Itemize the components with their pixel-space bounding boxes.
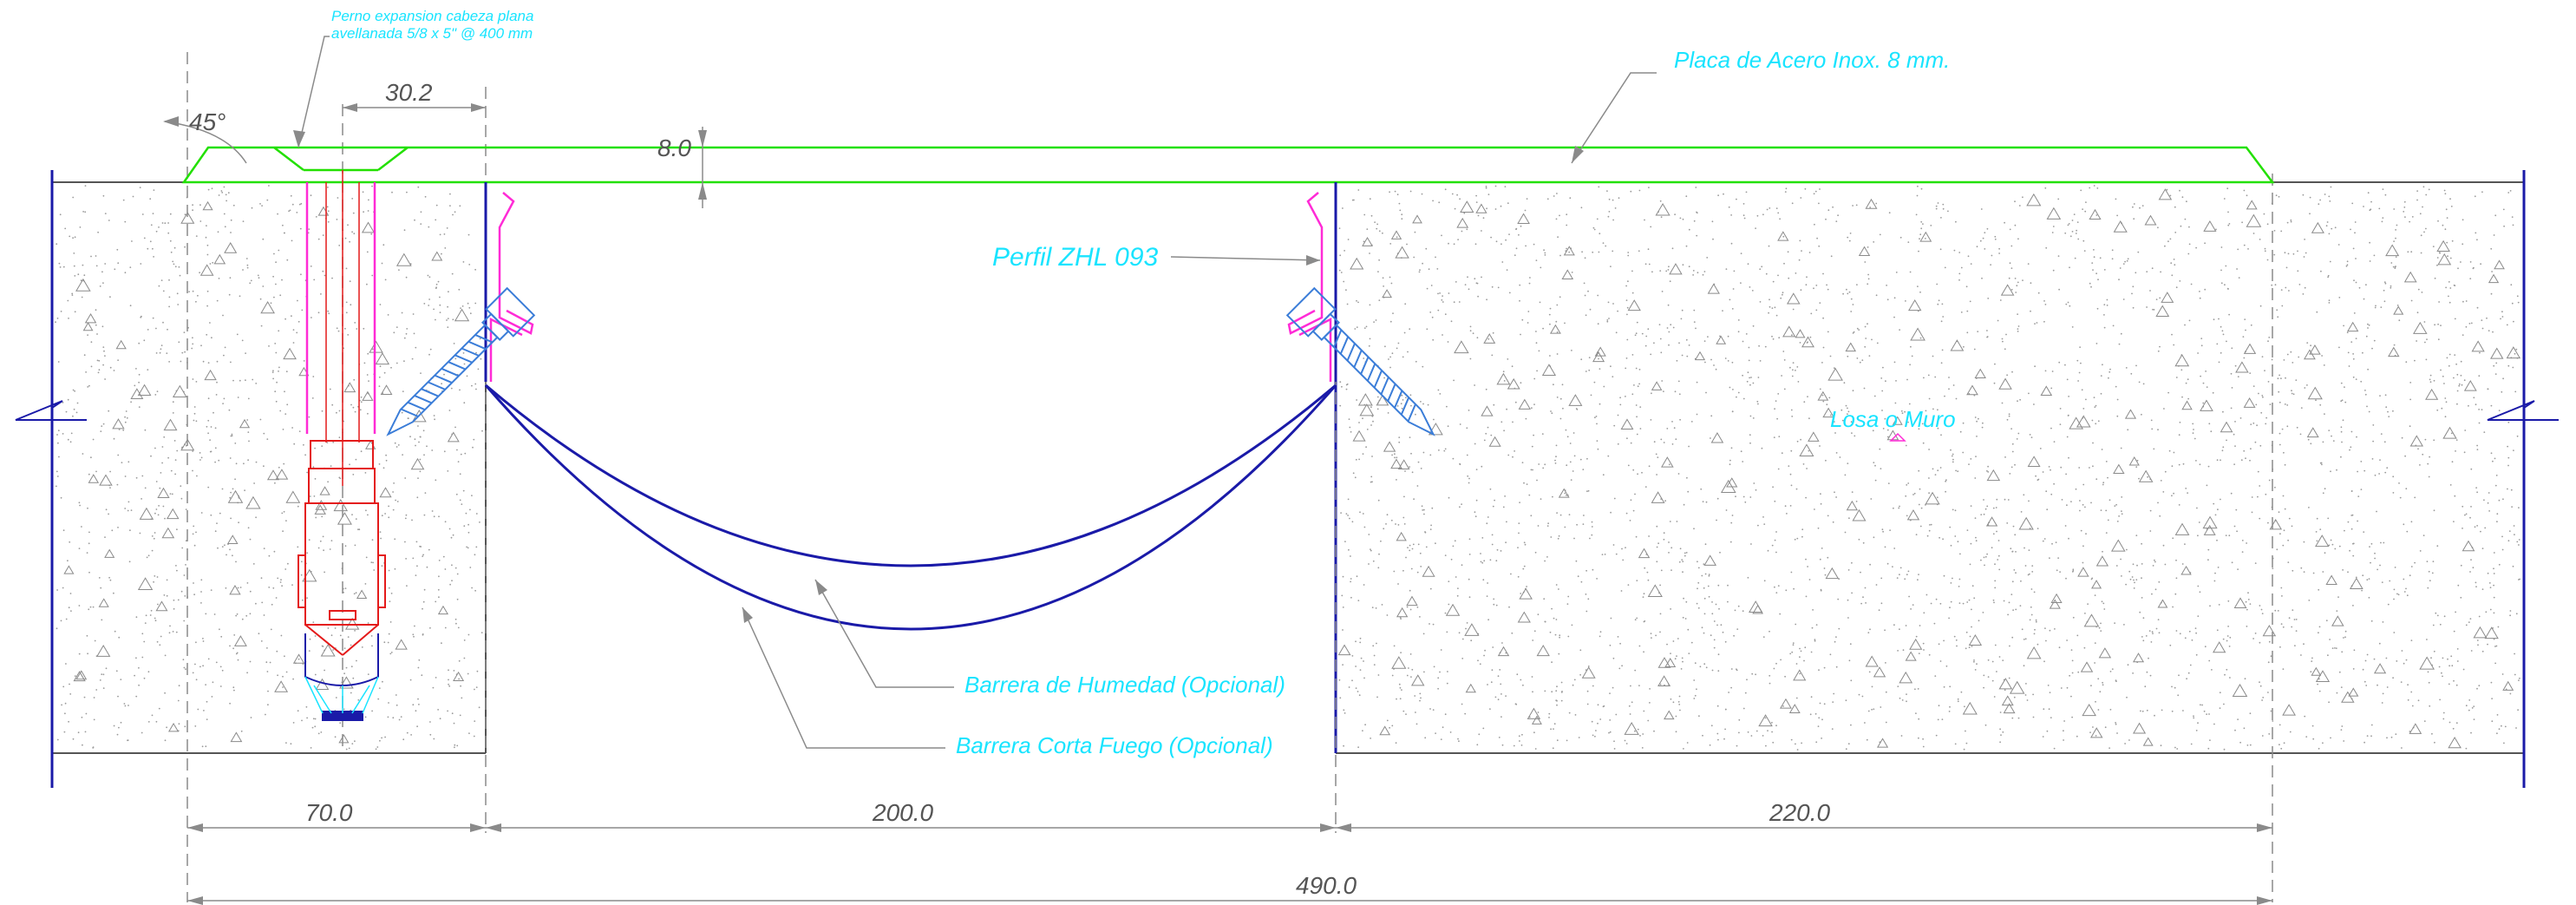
- bolt-offset-dimension: 30.2: [385, 79, 433, 106]
- moisture-barrier-label: Barrera de Humedad (Opcional): [964, 672, 1285, 698]
- dimension-lines: [164, 107, 2272, 902]
- anchor-bolt: [297, 170, 386, 721]
- right-edge-dimension: 220.0: [1769, 799, 1830, 826]
- profile-label: Perfil ZHL 093: [992, 243, 1159, 272]
- left-edge-dimension: 70.0: [305, 799, 353, 826]
- moisture-barrier: [485, 384, 1337, 567]
- plate-thickness-dimension: 8.0: [657, 134, 691, 161]
- total-dimension: 490.0: [1296, 872, 1357, 899]
- profile-right: [1287, 192, 1332, 382]
- anchor-note-line1: Perno expansion cabeza plana: [331, 8, 533, 24]
- steel-cover-plate: [181, 146, 2275, 184]
- extension-lines: [186, 52, 2273, 902]
- angle-dimension: 45°: [189, 108, 226, 135]
- break-line-right-icon: [2487, 400, 2559, 421]
- slab-edges: [50, 170, 2526, 788]
- slab-label: Losa o Muro: [1830, 406, 1956, 432]
- concrete-texture: [55, 185, 2521, 751]
- break-line-left-icon: [15, 400, 87, 421]
- right-slab: [1336, 181, 2524, 754]
- fire-barrier: [484, 384, 1337, 631]
- plate-label: Placa de Acero Inox. 8 mm.: [1674, 47, 1950, 73]
- leader-arrows: [293, 130, 1584, 623]
- screw-left: [386, 286, 536, 436]
- left-slab: [52, 181, 486, 754]
- fire-barrier-label: Barrera Corta Fuego (Opcional): [956, 732, 1273, 758]
- profile-left: [489, 192, 534, 382]
- dimension-arrows: [163, 103, 2272, 905]
- screw-right: [1285, 286, 1435, 436]
- gap-dimension: 200.0: [872, 799, 933, 826]
- anchor-note-line2: avellanada 5/8 x 5" @ 400 mm: [331, 25, 533, 42]
- leaders: [297, 36, 1657, 749]
- slab-marker-icon: [1889, 432, 1906, 442]
